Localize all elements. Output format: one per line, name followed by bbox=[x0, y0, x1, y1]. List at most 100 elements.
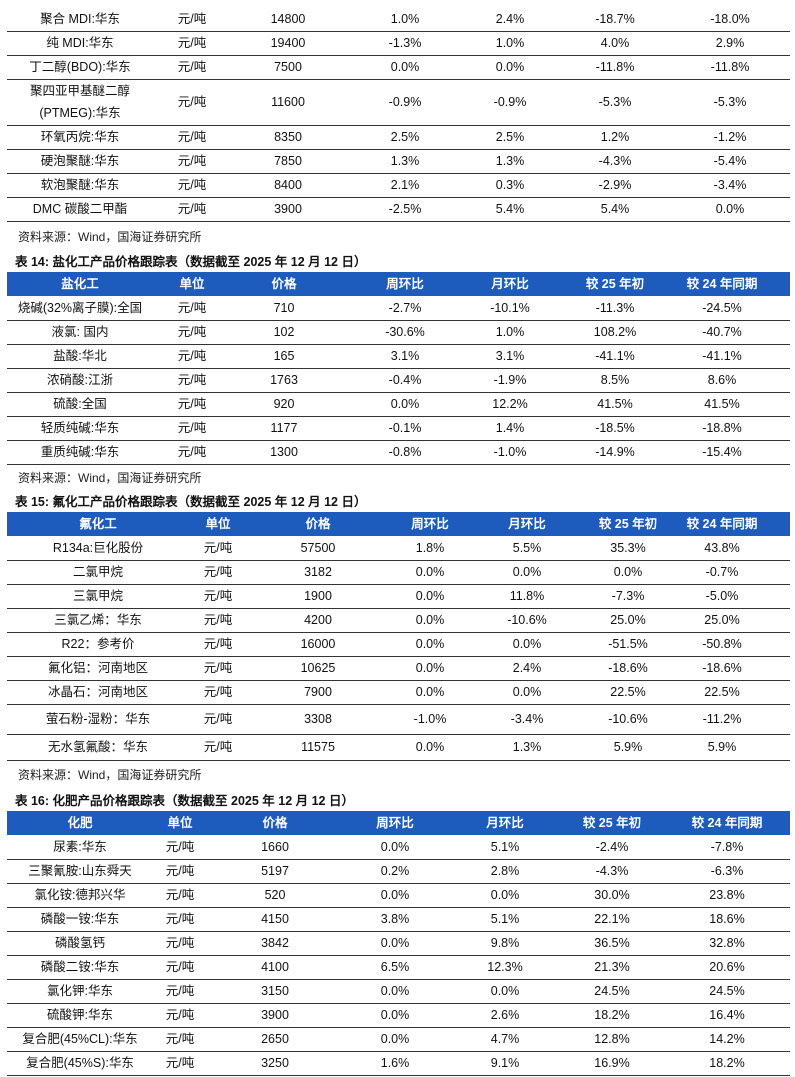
cell-value: 元/吨 bbox=[177, 36, 207, 50]
header-cell: 较 24 年同期 bbox=[686, 277, 758, 291]
cell-value: 元/吨 bbox=[165, 1008, 195, 1022]
cell-value: -4.3% bbox=[595, 864, 629, 878]
row-rule bbox=[7, 907, 790, 908]
row-label: 硫酸:全国 bbox=[53, 397, 107, 411]
cell-value: -1.0% bbox=[413, 712, 447, 726]
cell-value: -2.5% bbox=[388, 202, 422, 216]
row-label: 三氯甲烷 bbox=[72, 589, 123, 603]
row-rule bbox=[7, 55, 790, 56]
cell-value: -14.9% bbox=[595, 445, 635, 459]
row-rule bbox=[7, 1027, 790, 1028]
cell-value: 0.0% bbox=[495, 60, 525, 74]
row-label: 二氯甲烷 bbox=[72, 565, 123, 579]
row-label: 无水氢氟酸：华东 bbox=[47, 740, 148, 754]
cell-value: 24.5% bbox=[709, 984, 745, 998]
cell-value: 2.1% bbox=[390, 178, 420, 192]
header-cell: 单位 bbox=[179, 277, 205, 291]
row-label: 复合肥(45%CL):华东 bbox=[22, 1032, 138, 1046]
row-label: 复合肥(45%S):华东 bbox=[26, 1056, 134, 1070]
cell-value: 9.1% bbox=[490, 1056, 520, 1070]
cell-value: 22.5% bbox=[704, 685, 740, 699]
cell-value: 5.9% bbox=[707, 740, 737, 754]
cell-value: 元/吨 bbox=[177, 349, 207, 363]
cell-value: -7.8% bbox=[710, 840, 744, 854]
cell-value: 1.8% bbox=[415, 541, 445, 555]
row-label: 硬泡聚醚:华东 bbox=[40, 154, 120, 168]
row-rule bbox=[7, 197, 790, 198]
cell-value: 0.0% bbox=[415, 589, 445, 603]
cell-value: -18.0% bbox=[710, 12, 750, 26]
row-label: 聚合 MDI:华东 bbox=[40, 12, 120, 26]
cell-value: 元/吨 bbox=[165, 1032, 195, 1046]
cell-value: 8.6% bbox=[707, 373, 737, 387]
row-rule bbox=[7, 760, 790, 761]
cell-value: 16.4% bbox=[709, 1008, 745, 1022]
cell-value: 2.4% bbox=[512, 661, 542, 675]
cell-value: 4.0% bbox=[600, 36, 630, 50]
row-label: 萤石粉-湿粉：华东 bbox=[45, 712, 151, 726]
header-background bbox=[7, 512, 790, 536]
cell-value: 元/吨 bbox=[177, 154, 207, 168]
cell-value: 0.0% bbox=[380, 936, 410, 950]
cell-value: 3842 bbox=[261, 936, 289, 950]
cell-value: 2.8% bbox=[490, 864, 520, 878]
cell-value: -15.4% bbox=[702, 445, 742, 459]
row-rule bbox=[7, 464, 790, 465]
cell-value: -0.9% bbox=[388, 95, 422, 109]
cell-value: -30.6% bbox=[385, 325, 425, 339]
cell-value: -1.2% bbox=[713, 130, 747, 144]
cell-value: 4200 bbox=[304, 613, 332, 627]
cell-value: 0.0% bbox=[380, 1008, 410, 1022]
cell-value: 11600 bbox=[271, 95, 305, 109]
cell-value: 元/吨 bbox=[203, 589, 233, 603]
cell-value: 1.3% bbox=[512, 740, 542, 754]
cell-value: 710 bbox=[273, 301, 295, 315]
cell-value: 3250 bbox=[261, 1056, 289, 1070]
cell-value: 5.4% bbox=[600, 202, 630, 216]
cell-value: -0.4% bbox=[388, 373, 422, 387]
cell-value: 1.3% bbox=[495, 154, 525, 168]
cell-value: 14.2% bbox=[709, 1032, 745, 1046]
row-label: 硫酸钾:华东 bbox=[47, 1008, 113, 1022]
row-rule bbox=[7, 704, 790, 705]
row-label: 氯化铵:德邦兴华 bbox=[34, 888, 126, 902]
header-cell: 化肥 bbox=[67, 816, 93, 830]
cell-value: -50.8% bbox=[702, 637, 742, 651]
header-cell: 盐化工 bbox=[61, 277, 99, 291]
row-rule bbox=[7, 955, 790, 956]
cell-value: -2.7% bbox=[388, 301, 422, 315]
cell-value: 41.5% bbox=[597, 397, 633, 411]
cell-value: 3182 bbox=[304, 565, 332, 579]
cell-value: 36.5% bbox=[594, 936, 630, 950]
header-cell: 月环比 bbox=[486, 816, 524, 830]
cell-value: 元/吨 bbox=[177, 130, 207, 144]
row-rule bbox=[7, 883, 790, 884]
cell-value: -1.0% bbox=[493, 445, 527, 459]
row-rule bbox=[7, 931, 790, 932]
header-cell: 较 24 年同期 bbox=[691, 816, 763, 830]
row-label: 磷酸二铵:华东 bbox=[40, 960, 120, 974]
row-label: 环氧丙烷:华东 bbox=[40, 130, 120, 144]
row-rule bbox=[7, 149, 790, 150]
cell-value: 7850 bbox=[274, 154, 302, 168]
cell-value: 0.0% bbox=[380, 1032, 410, 1046]
row-label: 磷酸一铵:华东 bbox=[40, 912, 120, 926]
header-cell: 较 25 年初 bbox=[598, 517, 658, 531]
cell-value: 18.2% bbox=[594, 1008, 630, 1022]
header-cell: 氟化工 bbox=[79, 517, 117, 531]
row-rule bbox=[7, 1051, 790, 1052]
row-rule bbox=[7, 125, 790, 126]
cell-value: 0.0% bbox=[415, 613, 445, 627]
cell-value: 9.8% bbox=[490, 936, 520, 950]
table-title: 表 14: 盐化工产品价格跟踪表（数据截至 2025 年 12 月 12 日） bbox=[15, 255, 367, 269]
cell-value: -18.7% bbox=[595, 12, 635, 26]
header-cell: 较 25 年初 bbox=[585, 277, 645, 291]
cell-value: 19400 bbox=[270, 36, 306, 50]
header-cell: 较 24 年同期 bbox=[686, 517, 758, 531]
header-cell: 价格 bbox=[305, 517, 331, 531]
cell-value: -5.3% bbox=[598, 95, 632, 109]
cell-value: -2.4% bbox=[595, 840, 629, 854]
cell-value: 0.0% bbox=[490, 888, 520, 902]
row-rule bbox=[7, 440, 790, 441]
